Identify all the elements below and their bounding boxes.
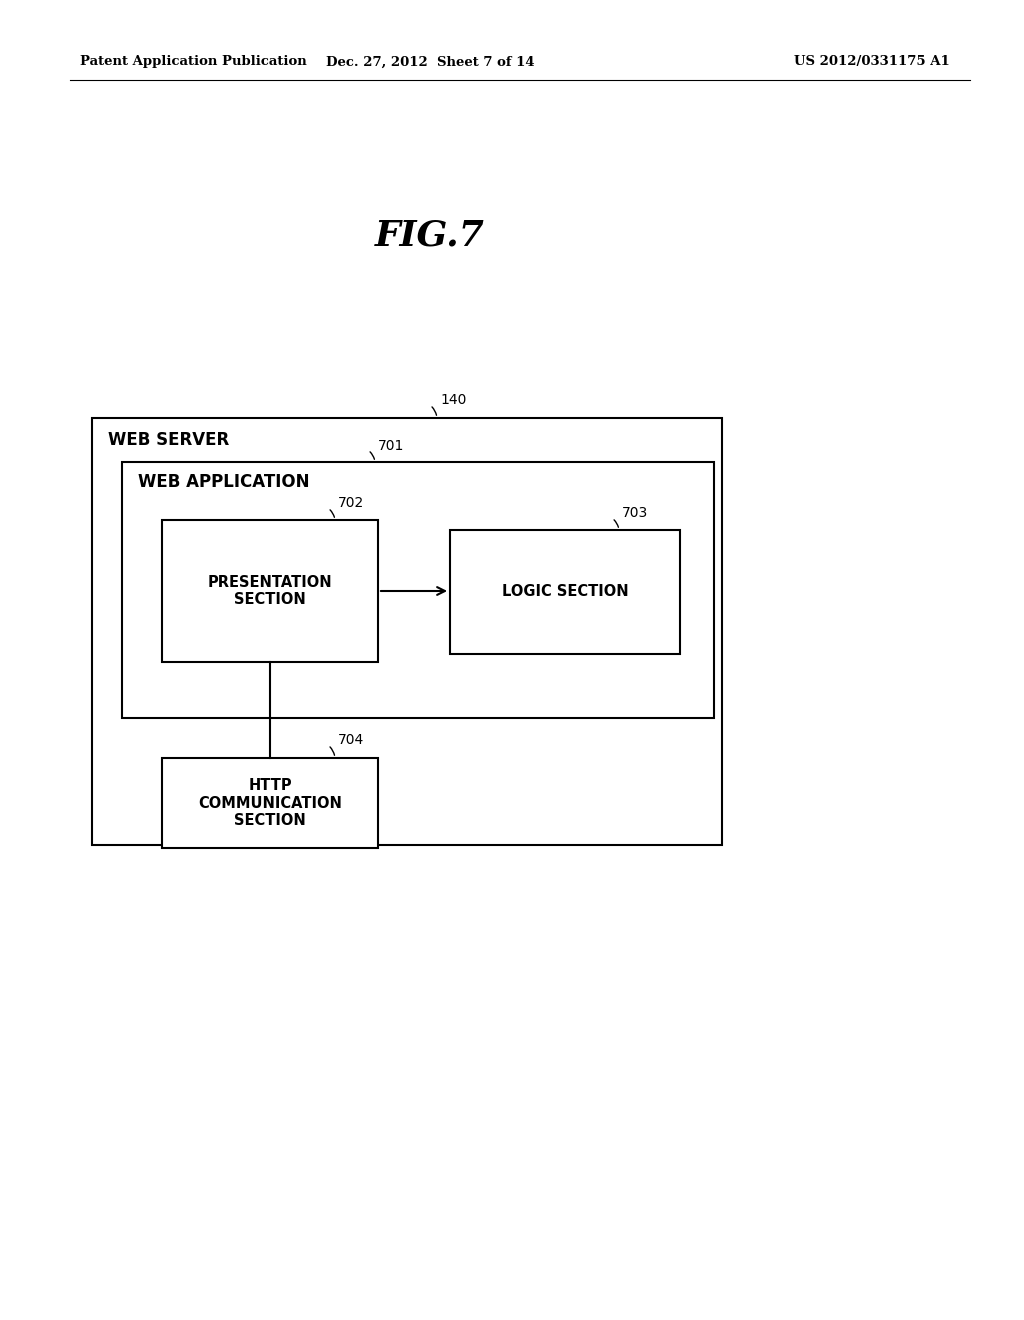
Bar [92, 418, 722, 845]
Text: 701: 701 [378, 440, 404, 453]
Text: Dec. 27, 2012  Sheet 7 of 14: Dec. 27, 2012 Sheet 7 of 14 [326, 55, 535, 69]
Text: FIG.7: FIG.7 [375, 218, 485, 252]
Bar [162, 758, 378, 847]
Text: US 2012/0331175 A1: US 2012/0331175 A1 [795, 55, 950, 69]
Bar [122, 462, 714, 718]
Text: 702: 702 [338, 496, 365, 510]
Text: HTTP
COMMUNICATION
SECTION: HTTP COMMUNICATION SECTION [198, 777, 342, 828]
Text: 140: 140 [440, 393, 466, 407]
Text: LOGIC SECTION: LOGIC SECTION [502, 585, 629, 599]
Text: Patent Application Publication: Patent Application Publication [80, 55, 307, 69]
Text: 703: 703 [622, 506, 648, 520]
Text: WEB SERVER: WEB SERVER [108, 432, 229, 449]
Bar [450, 531, 680, 653]
Text: WEB APPLICATION: WEB APPLICATION [138, 473, 309, 491]
Text: 704: 704 [338, 733, 365, 747]
Bar [162, 520, 378, 663]
Text: PRESENTATION
SECTION: PRESENTATION SECTION [208, 574, 333, 607]
